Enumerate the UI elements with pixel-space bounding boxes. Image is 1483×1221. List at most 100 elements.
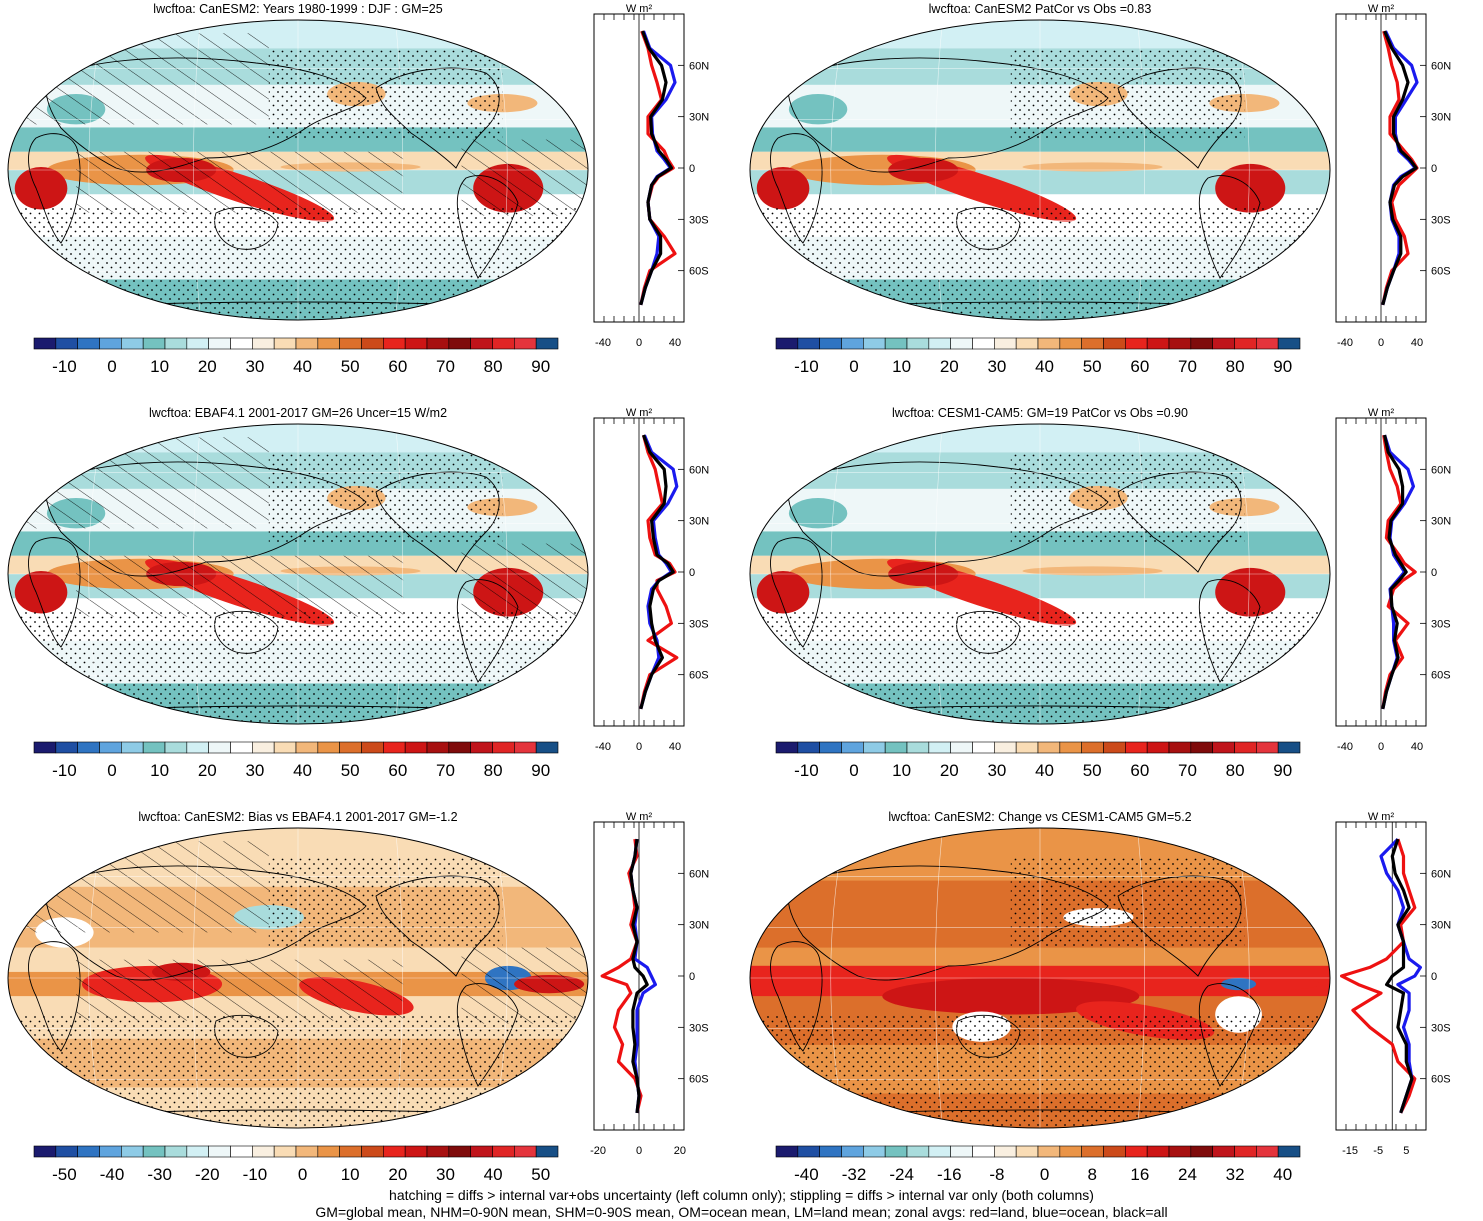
colorbar-swatch [1037,741,1061,754]
colorbar-swatch [863,1145,886,1158]
panel-canesm2-bias: lwcftoa: CanESM2: Bias vs EBAF4.1 2001-2… [0,808,740,1193]
colorbar-swatch [1234,741,1257,754]
colorbar-label: 20 [198,761,217,780]
colorbar-label: 80 [484,357,503,376]
colorbar-swatch [1146,1145,1170,1158]
units-label: W m² [626,3,653,15]
colorbar-swatch [121,741,144,754]
colorbar-swatch [1190,1145,1213,1158]
zonal-x-tick: 40 [669,741,681,753]
colorbar-swatch [950,1145,973,1158]
lat-label: 0 [689,567,695,579]
colorbar: -40 -32 -24 -16 -8 0 8 16 24 32 40 [775,1145,1301,1184]
colorbar-swatch [906,741,930,754]
lat-label: 30N [689,112,709,124]
colorbar-swatch [1277,741,1301,754]
colorbar-label: 0 [849,357,858,376]
lat-label: 60N [689,464,709,476]
lat-label: 30S [689,214,709,226]
colorbar-swatch [994,1145,1017,1158]
colorbar-label: 70 [1178,357,1197,376]
colorbar-swatch [317,337,340,350]
zonal-x-tick: 40 [669,337,681,349]
colorbar-swatch [99,741,122,754]
zonal-line-all [639,434,675,710]
colorbar-label: 60 [388,357,407,376]
colorbar-swatch [841,1145,864,1158]
zonal-mean-plot: W m² 60N 30N 0 30S 60S -20 0 20 [590,811,709,1157]
colorbar-swatch [1234,337,1257,350]
colorbar: -50 -40 -30 -20 -10 0 10 20 30 40 50 [33,1145,559,1184]
colorbar-swatch [1168,337,1192,350]
colorbar-swatch [426,1145,450,1158]
panel-canesm2-change: lwcftoa: CanESM2: Change vs CESM1-CAM5 G… [742,808,1482,1193]
colorbar-label: 8 [1087,1165,1096,1184]
colorbar-label: 90 [531,357,550,376]
colorbar-label: 30 [245,761,264,780]
colorbar-swatch [252,1145,275,1158]
colorbar-swatch [535,741,559,754]
colorbar-swatch [361,741,384,754]
zonal-x-tick: 5 [1403,1145,1409,1157]
colorbar-swatch [426,741,450,754]
colorbar-label: 10 [892,761,911,780]
colorbar-label: -8 [989,1165,1004,1184]
colorbar-swatch [448,741,471,754]
colorbar-swatch [863,741,886,754]
colorbar-swatch [1059,337,1082,350]
colorbar-label: -10 [52,761,77,780]
colorbar-swatch [33,1145,57,1158]
colorbar-swatch [1015,337,1039,350]
colorbar-swatch [906,1145,930,1158]
zonal-x-tick: 0 [636,741,642,753]
lat-label: 30S [1431,1022,1451,1034]
colorbar-swatch [470,1145,493,1158]
colorbar-label: -30 [147,1165,172,1184]
colorbar-swatch [1234,1145,1257,1158]
colorbar-swatch [775,337,799,350]
colorbar-swatch [142,741,166,754]
zonal-line-all [629,838,649,1114]
colorbar-swatch [514,1145,537,1158]
colorbar-label: -40 [100,1165,125,1184]
colorbar-label: -16 [937,1165,962,1184]
zonal-x-tick: 0 [636,1145,642,1157]
colorbar-swatch [1125,741,1148,754]
colorbar-swatch [884,741,908,754]
colorbar-swatch [972,1145,995,1158]
zonal-line-land [639,434,679,710]
colorbar-swatch [164,1145,188,1158]
zonal-x-tick: -20 [590,1145,606,1157]
colorbar-swatch [230,741,253,754]
colorbar-label: 16 [1130,1165,1149,1184]
colorbar-swatch [884,1145,908,1158]
colorbar-swatch [99,1145,122,1158]
colorbar-swatch [863,337,886,350]
colorbar-label: 80 [1226,761,1245,780]
colorbar-swatch [841,337,864,350]
colorbar-label: 10 [892,357,911,376]
colorbar-swatch [1081,337,1104,350]
panel-ebaf-observations: lwcftoa: EBAF4.1 2001-2017 GM=26 Uncer=1… [0,404,740,799]
colorbar-swatch [1125,1145,1148,1158]
robinson-map [7,19,589,321]
colorbar-swatch [404,337,428,350]
colorbar-swatch [339,1145,362,1158]
zonal-x-tick: -40 [1337,741,1353,753]
colorbar-swatch [164,337,188,350]
colorbar-label: 30 [987,357,1006,376]
lat-label: 30S [1431,618,1451,630]
colorbar-swatch [841,741,864,754]
zonal-x-tick: 0 [1378,337,1384,349]
colorbar-swatch [492,337,515,350]
colorbar-label: 50 [531,1165,550,1184]
colorbar-label: 90 [531,761,550,780]
colorbar-swatch [383,741,406,754]
colorbar-label: 0 [849,761,858,780]
colorbar-label: -24 [889,1165,914,1184]
colorbar-swatch [1059,1145,1082,1158]
colorbar-swatch [492,741,515,754]
colorbar-swatch [317,741,340,754]
colorbar-swatch [186,1145,209,1158]
colorbar-swatch [404,1145,428,1158]
